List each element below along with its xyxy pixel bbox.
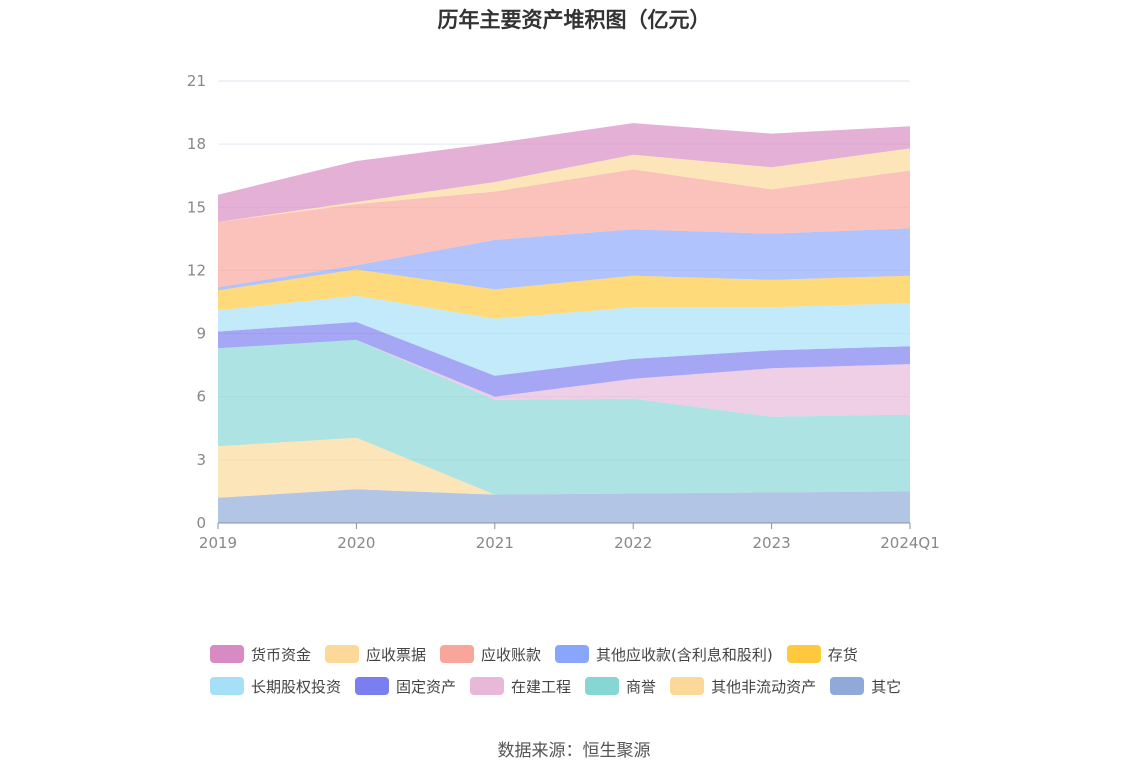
legend-label: 其他应收款(含利息和股利)	[596, 645, 773, 664]
legend: 货币资金 应收票据 应收账款 其他应收款(含利息和股利) 存货长期股权投资 固定资产 在建工…	[210, 638, 970, 702]
area-series-7[interactable]	[218, 228, 910, 291]
y-tick-label: 15	[187, 198, 206, 216]
area-series-10[interactable]	[218, 123, 910, 222]
legend-label: 应收账款	[481, 645, 542, 664]
legend-label: 其它	[871, 677, 902, 696]
y-tick-label: 3	[196, 451, 206, 469]
legend-label: 在建工程	[511, 677, 572, 696]
x-tick-label: 2020	[337, 534, 375, 552]
legend-label: 商誉	[626, 677, 657, 696]
legend-swatch	[585, 677, 620, 695]
x-tick-label: 2023	[753, 534, 791, 552]
area-series-2[interactable]	[218, 339, 910, 495]
legend-label: 货币资金	[251, 645, 312, 664]
legend-item[interactable]: 在建工程	[470, 670, 571, 702]
legend-label: 其他非流动资产	[711, 677, 817, 696]
legend-item[interactable]: 其他非流动资产	[670, 670, 816, 702]
legend-row: 货币资金 应收票据 应收账款 其他应收款(含利息和股利) 存货长期股权投资 固定资产 在建工…	[210, 638, 970, 702]
y-tick-label: 21	[187, 72, 206, 90]
legend-item[interactable]: 固定资产	[355, 670, 456, 702]
area-series	[218, 123, 910, 523]
y-tick-label: 18	[187, 135, 206, 153]
legend-swatch	[355, 677, 390, 695]
x-tick-label: 2019	[199, 534, 237, 552]
x-tick-label: 2022	[614, 534, 652, 552]
legend-label: 存货	[827, 645, 858, 664]
legend-swatch	[670, 677, 705, 695]
area-series-0[interactable]	[218, 489, 910, 523]
x-tick-label: 2024Q1	[880, 534, 940, 552]
legend-item[interactable]: 存货	[786, 638, 858, 670]
legend-swatch	[325, 645, 360, 663]
legend-label: 固定资产	[396, 677, 457, 696]
legend-item[interactable]: 货币资金	[210, 638, 311, 670]
legend-item[interactable]: 应收票据	[325, 638, 426, 670]
legend-swatch	[555, 645, 590, 663]
x-tick-label: 2021	[476, 534, 514, 552]
legend-label: 应收票据	[366, 645, 427, 664]
area-series-4[interactable]	[218, 322, 910, 397]
legend-label: 长期股权投资	[251, 677, 342, 696]
y-tick-label: 9	[196, 325, 206, 343]
legend-swatch	[210, 677, 244, 695]
y-tick-label: 0	[196, 514, 206, 532]
chart-title: 历年主要资产堆积图（亿元）	[437, 8, 711, 32]
area-series-3[interactable]	[218, 339, 910, 417]
legend-swatch	[470, 677, 505, 695]
legend-swatch	[440, 645, 475, 663]
area-series-9[interactable]	[218, 148, 910, 222]
legend-item[interactable]: 其它	[830, 670, 901, 702]
area-series-5[interactable]	[218, 295, 910, 376]
y-tick-label: 12	[187, 261, 206, 279]
legend-item[interactable]: 应收账款	[440, 638, 541, 670]
area-series-6[interactable]	[218, 269, 910, 319]
legend-swatch	[786, 645, 821, 663]
legend-item[interactable]: 商誉	[585, 670, 656, 702]
axes: 0 3 6 9 12 15 18 21 2019 2020 2021 2022 2023 2024Q1	[187, 72, 940, 552]
stacked-area-chart: 0 3 6 9 12 15 18 21 2019 2020 2021 2022 2023 2024Q1	[187, 72, 940, 552]
legend-item[interactable]: 其他应收款(含利息和股利)	[555, 638, 773, 670]
y-tick-label: 6	[196, 388, 206, 406]
area-series-8[interactable]	[218, 169, 910, 288]
legend-swatch	[830, 677, 865, 695]
area-series-1[interactable]	[218, 437, 910, 498]
legend-swatch	[210, 645, 244, 663]
legend-item[interactable]: 长期股权投资	[210, 670, 341, 702]
data-source-note: 数据来源：恒生聚源	[497, 741, 651, 761]
